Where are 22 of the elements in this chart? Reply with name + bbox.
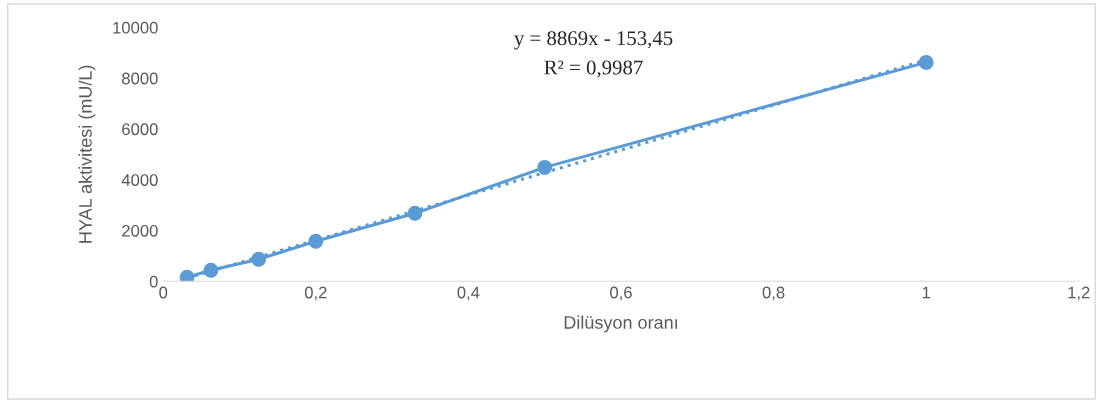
y-axis-title: HYAL aktivitesi (mU/L) [78,65,96,243]
x-tick-label: 0 [159,286,168,299]
y-tick-label: 8000 [122,72,158,85]
y-tick-label: 0 [149,275,158,288]
annotation: R² = 0,9987 [544,60,643,78]
x-tick-label: 0,6 [610,286,632,301]
y-tick-label: 6000 [122,123,158,136]
x-axis-title: Dilüsyon oranı [564,315,677,333]
point [537,159,553,175]
annotation: y = 8869x - 153,45 [514,31,673,50]
x-tick-label: 0,4 [457,286,480,301]
x-tick-label: 0,8 [762,286,785,301]
point [179,269,195,282]
point [918,54,934,70]
point [251,251,267,267]
y-tick-label: 4000 [121,174,158,186]
y-tick-label: 2000 [122,224,158,237]
y-tick-label: 10000 [113,21,158,34]
x-tick-label: 1 [922,286,930,299]
point [203,262,219,278]
x-tick-label: 1,2 [1068,286,1090,301]
x-tick-label: 0,2 [304,286,327,301]
